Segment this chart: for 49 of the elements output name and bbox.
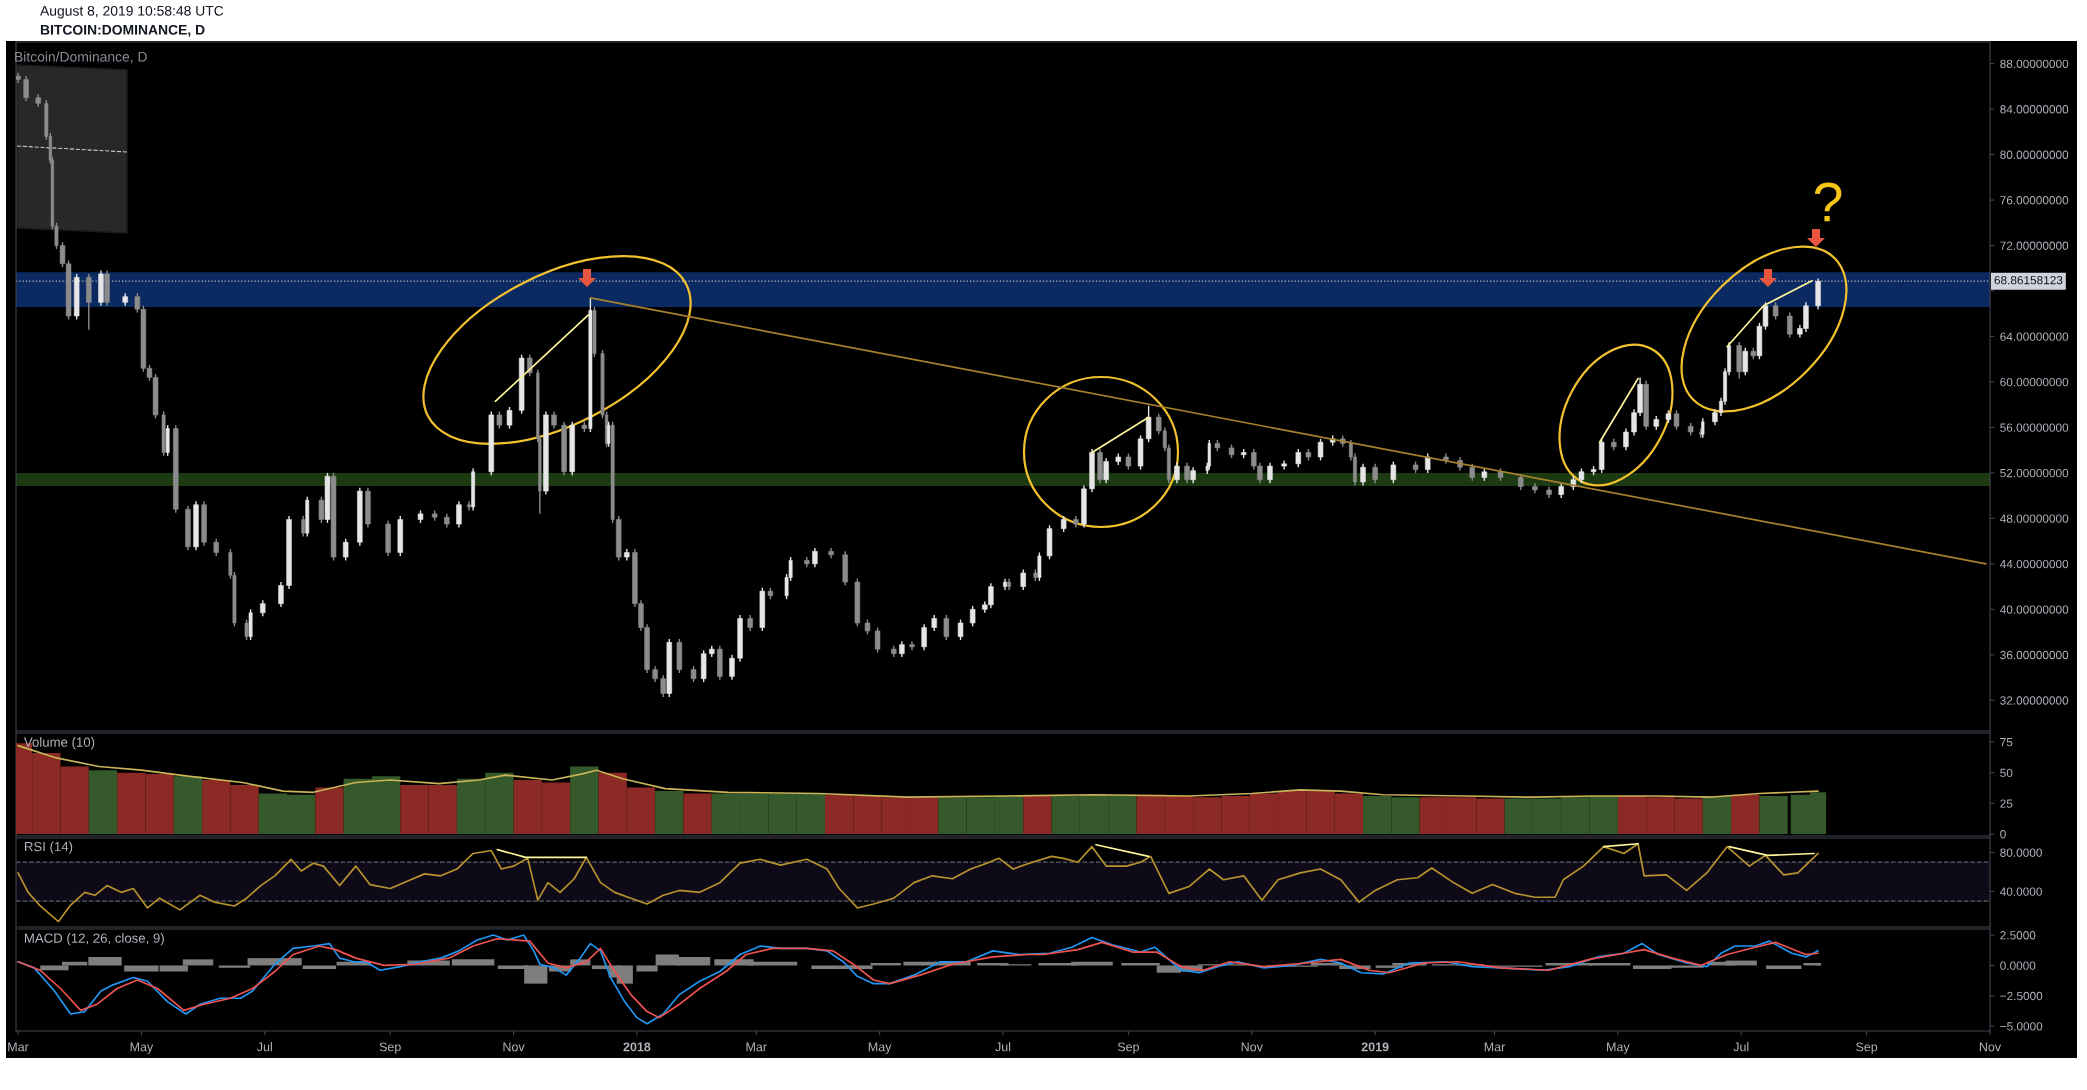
y-tick-label: 50 — [2000, 768, 2013, 778]
chart-title: RSI (14) — [24, 841, 73, 854]
y-tick-label: 80.0000 — [2000, 848, 2042, 857]
y-tick-label: 40.00000000 — [1999, 605, 2069, 614]
y-tick-label: 25 — [2000, 799, 2013, 808]
x-tick-label: 2018 — [623, 1042, 651, 1052]
y-tick-label: 80.00000000 — [2000, 150, 2069, 159]
x-tick-label: May — [868, 1042, 892, 1054]
y-tick-label: −5.0000 — [2000, 1022, 2043, 1031]
y-tick-label: 76.00000000 — [2000, 196, 2069, 205]
x-tick-label: Sep — [379, 1042, 401, 1054]
y-tick-label: 72.00000000 — [2000, 241, 2069, 250]
x-tick-label: Nov — [1241, 1042, 1263, 1052]
ref-line-label: 68.86158123 — [1994, 276, 2063, 285]
y-tick-label: 40.0000 — [1999, 887, 2042, 896]
annotation: Bitcoin/Dominance, D — [15, 51, 147, 64]
y-tick-label: 2.5000 — [2000, 931, 2036, 940]
x-tick-label: Mar — [1484, 1042, 1506, 1052]
x-tick-label: Jul — [256, 1042, 272, 1052]
y-tick-label: 44.00000000 — [1999, 559, 2069, 569]
x-tick-label: Nov — [1979, 1042, 2002, 1052]
y-tick-label: 36.00000000 — [2000, 650, 2069, 660]
y-tick-label: 84.00000000 — [2000, 105, 2069, 114]
x-tick-label: Jul — [1733, 1042, 1749, 1052]
x-tick-label: Nov — [503, 1042, 525, 1052]
x-tick-label: 2019 — [1361, 1042, 1389, 1052]
annotation: ? — [1814, 182, 1842, 222]
x-tick-label: Mar — [8, 1042, 29, 1052]
x-tick-label: Mar — [746, 1042, 767, 1052]
chart-title: MACD (12, 26, close, 9) — [24, 933, 164, 946]
y-tick-label: 32.00000000 — [2000, 696, 2069, 705]
y-tick-label: 52.00000000 — [2000, 468, 2069, 478]
y-tick-label: 75 — [2000, 738, 2013, 747]
x-tick-label: Sep — [1117, 1042, 1139, 1054]
chart-title: Volume (10) — [23, 737, 95, 750]
y-tick-label: 56.00000000 — [2000, 423, 2069, 432]
x-tick-label: Jul — [995, 1042, 1011, 1052]
x-tick-label: May — [130, 1042, 154, 1054]
x-tick-label: May — [1607, 1042, 1630, 1054]
y-tick-label: 0 — [2000, 830, 2006, 839]
x-tick-label: Sep — [1856, 1042, 1878, 1054]
y-tick-label: 64.00000000 — [2000, 332, 2069, 341]
y-tick-label: −2.5000 — [2000, 991, 2043, 1001]
y-tick-label: 60.00000000 — [2000, 377, 2069, 387]
chart-title: BITCOIN:DOMINANCE, D — [40, 24, 205, 37]
y-tick-label: 0.0000 — [2000, 961, 2036, 970]
y-tick-label: 48.00000000 — [1999, 514, 2069, 523]
chart-subtitle: August 8, 2019 10:58:48 UTC — [40, 5, 224, 19]
y-tick-label: 88.00000000 — [2000, 59, 2069, 68]
